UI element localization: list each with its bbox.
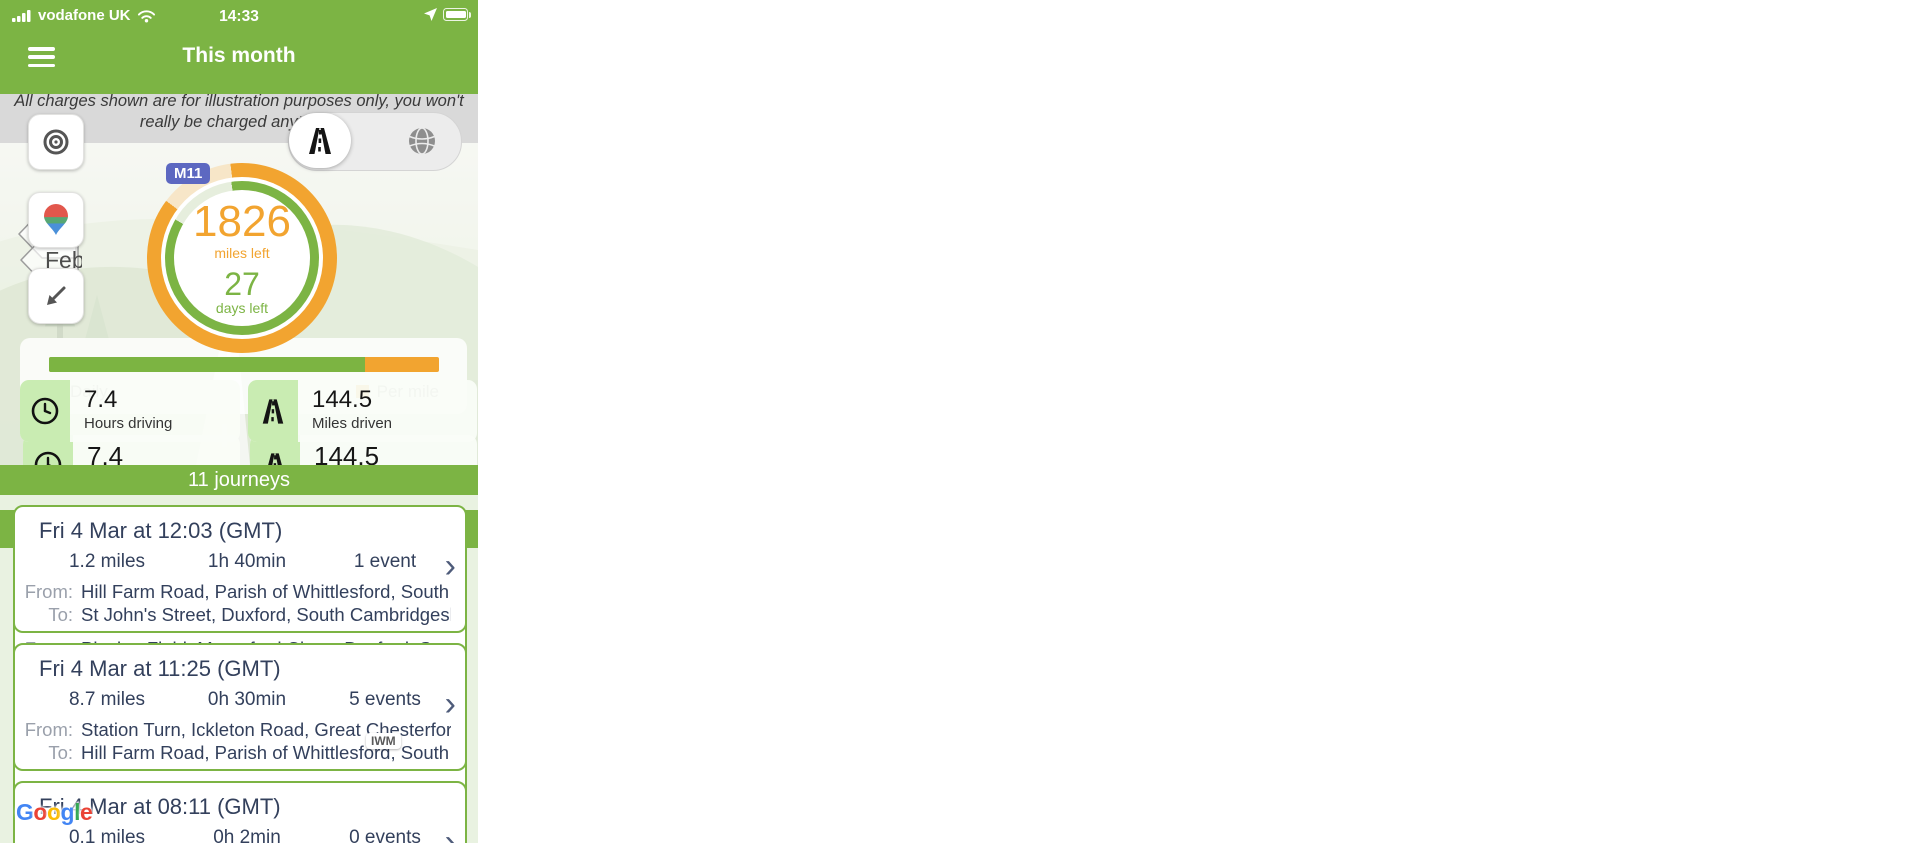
collapse-arrows-icon	[47, 286, 66, 305]
journey-title: Fri 4 Mar at 11:25 (GMT)	[39, 656, 281, 681]
chevron-right-icon[interactable]: ›	[444, 685, 456, 723]
hours-label: Hours driving	[84, 415, 173, 432]
chevron-right-icon[interactable]: ›	[444, 823, 456, 843]
from-label: From:	[24, 581, 73, 602]
journey-duration: 0h 30min	[207, 689, 287, 710]
page-title: This month	[182, 44, 296, 67]
journey-to: St John's Street, Duxford, South Cambrid…	[81, 604, 451, 625]
journey-card[interactable]: Fri 4 Mar at 11:25 (GMT) 8.7 miles 0h 30…	[13, 643, 467, 771]
from-label: From:	[24, 719, 73, 740]
journey-duration: 1h 40min	[207, 551, 287, 572]
carrier-label: vodafone UK	[38, 7, 131, 24]
daily-cost-segment	[49, 357, 365, 372]
days-left-value: 27	[224, 266, 260, 302]
hours-value: 7.4	[84, 386, 118, 413]
cost-bar	[49, 357, 439, 372]
miles-left-value: 1826	[193, 197, 291, 246]
chevron-right-icon[interactable]: ›	[444, 547, 456, 585]
my-location-button[interactable]	[28, 114, 84, 170]
miles-gauge: 1826 miles left 27 days left	[147, 163, 337, 353]
clock-time: 14:33	[219, 8, 259, 25]
journey-to: Hill Farm Road, Parish of Whittlesford, …	[81, 742, 451, 763]
road-icon	[309, 127, 331, 154]
journey-title: Fri 4 Mar at 08:11 (GMT)	[39, 794, 281, 819]
journeys-header: 11 journeys	[0, 465, 478, 495]
signal-icon	[12, 10, 31, 22]
iwm-poi-badge: IWM	[366, 733, 401, 749]
hours-driving-stat: 7.4 Hours driving	[20, 380, 240, 442]
journey-from: Station Turn, Ickleton Road, Great Chest…	[81, 719, 451, 740]
location-icon	[424, 8, 437, 21]
clock-icon	[31, 397, 59, 425]
wifi-icon	[137, 9, 155, 22]
journey-from: Hill Farm Road, Parish of Whittlesford, …	[81, 581, 451, 602]
menu-button[interactable]	[28, 47, 55, 68]
journey-miles: 8.7 miles	[68, 689, 146, 710]
journey-miles: 1.2 miles	[68, 551, 146, 572]
m11-road-badge: M11	[166, 163, 211, 184]
miles-left-label: miles left	[214, 245, 270, 261]
status-bar: vodafone UK 14:33	[0, 0, 478, 34]
google-logo: Google	[16, 799, 93, 825]
miles-driven-stat: 144.5 Miles driven	[248, 380, 477, 442]
journey-events: 5 events	[349, 689, 421, 710]
journey-miles: 0.1 miles	[68, 827, 146, 843]
globe-icon[interactable]	[407, 126, 437, 156]
road-mode-knob[interactable]	[289, 113, 351, 168]
days-left-label: days left	[215, 300, 269, 316]
to-label: To:	[48, 742, 73, 763]
collapse-map-button[interactable]	[28, 268, 84, 324]
road-icon	[262, 398, 284, 424]
to-label: To:	[48, 604, 73, 625]
journey-events: 0 events	[349, 827, 421, 843]
journey-card[interactable]: Fri 4 Mar at 08:11 (GMT) 0.1 miles 0h 2m…	[13, 781, 467, 843]
miles-label: Miles driven	[312, 415, 393, 432]
journey-title: Fri 4 Mar at 12:03 (GMT)	[39, 518, 283, 543]
journey-card[interactable]: Fri 4 Mar at 12:03 (GMT) 1.2 miles 1h 40…	[13, 505, 467, 633]
map-mode-toggle[interactable]	[288, 112, 462, 171]
markers-toggle-button[interactable]	[28, 192, 84, 248]
miles-value: 144.5	[312, 386, 373, 413]
battery-icon	[443, 8, 471, 21]
journey-events: 1 event	[353, 551, 417, 572]
colored-pin-icon	[44, 204, 68, 235]
header: vodafone UK 14:33 This month	[0, 0, 478, 80]
target-icon	[43, 129, 69, 155]
journey-duration: 0h 2min	[213, 827, 281, 843]
